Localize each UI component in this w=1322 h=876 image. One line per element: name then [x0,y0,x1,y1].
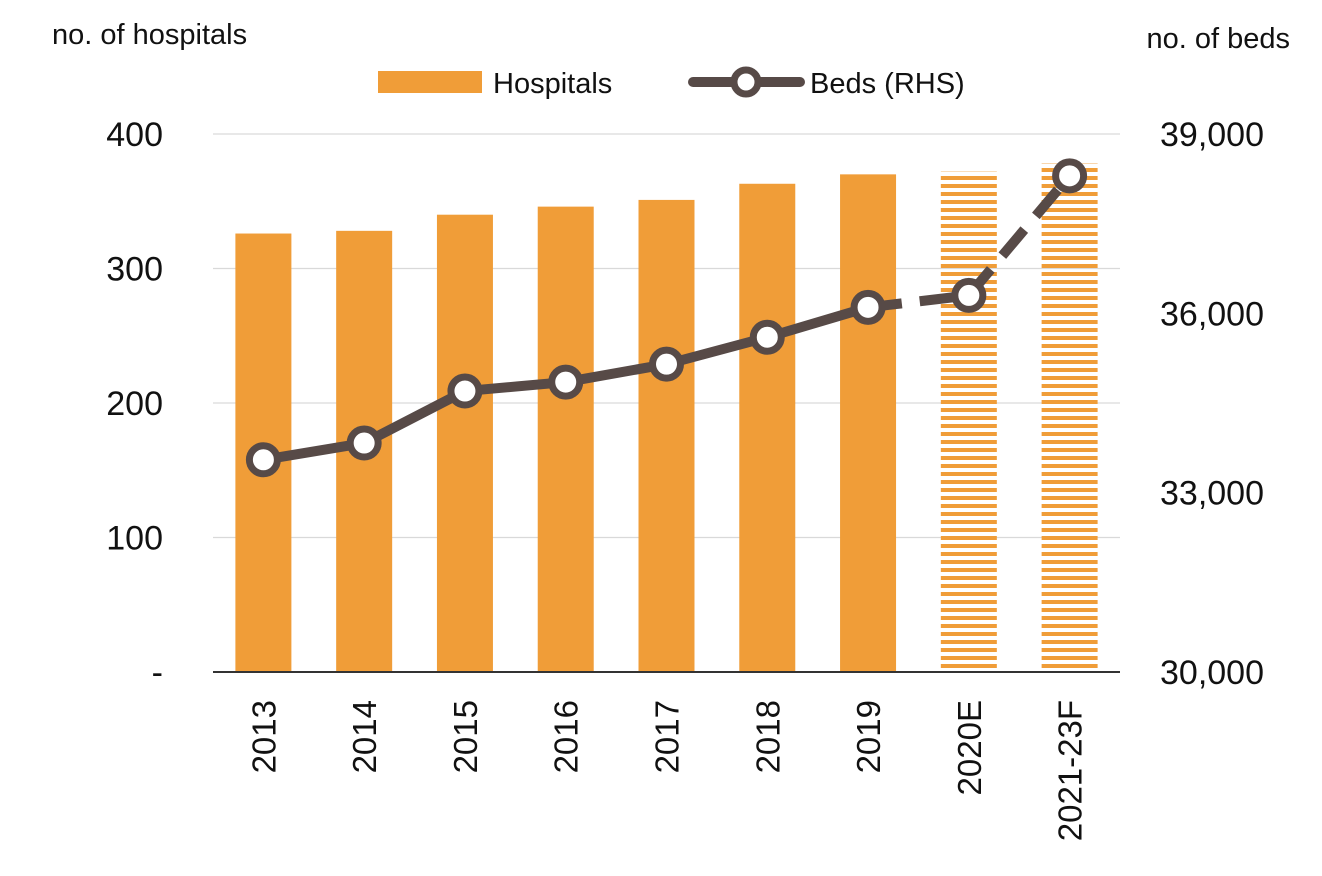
legend-hospitals-label: Hospitals [493,68,612,100]
left-axis-ticks: - 100 200 300 400 [106,116,163,692]
legend-beds-label: Beds (RHS) [810,68,965,100]
beds-point-2021-23F [1052,158,1088,194]
beds-markers [245,158,1088,478]
bar-2015 [436,214,493,672]
right-tick-39,000: 39,000 [1160,116,1264,154]
beds-point-2017 [649,346,684,382]
right-tick-33,000: 33,000 [1160,475,1264,513]
bar-2020E [940,171,997,672]
beds-point-2016 [548,364,584,400]
left-tick-300: 300 [106,251,163,289]
right-tick-30,000: 30,000 [1160,654,1264,692]
legend-beds-swatch-marker [730,66,762,98]
beds-segment-2020E-2021-23F [965,172,1074,299]
x-tick-2015: 2015 [447,700,484,773]
beds-point-2020E [951,277,987,313]
beds-segment-2014-2015 [359,386,470,449]
hospital-bars [235,163,1098,672]
x-tick-2017: 2017 [649,700,686,773]
beds-point-2019 [850,289,886,325]
left-tick-400: 400 [106,116,163,154]
bar-2017 [638,199,695,672]
left-tick-100: 100 [106,520,163,558]
beds-segment-2018-2019 [762,302,874,343]
bar-2018 [739,183,796,672]
left-tick-200: 200 [106,385,163,423]
x-axis-ticks: 2013 2014 2015 2016 2017 2018 2019 2020E 2021-23… [245,700,1088,841]
beds-point-2015 [447,373,483,409]
left-tick--: - [152,654,163,692]
legend-hospitals-swatch [378,71,482,93]
right-axis-ticks: 30,000 33,000 36,000 39,000 [1160,116,1264,692]
x-tick-2016: 2016 [548,700,585,773]
bar-2016 [537,206,594,672]
beds-point-2013 [245,442,281,478]
x-tick-2019: 2019 [850,700,887,773]
left-axis-title: no. of hospitals [52,19,247,51]
right-tick-36,000: 36,000 [1160,295,1264,333]
beds-point-2018 [749,319,785,355]
x-tick-2020E: 2020E [951,700,988,795]
x-tick-2014: 2014 [346,700,383,773]
x-tick-2021-23F: 2021-23F [1052,700,1089,841]
x-tick-2013: 2013 [245,700,282,773]
x-tick-2018: 2018 [749,700,786,773]
bar-2021-23F [1041,163,1098,672]
right-axis-title: no. of beds [1147,23,1291,55]
beds-point-2014 [346,425,382,461]
legend: Hospitals Beds (RHS) [378,66,965,100]
bar-2019 [840,174,897,672]
